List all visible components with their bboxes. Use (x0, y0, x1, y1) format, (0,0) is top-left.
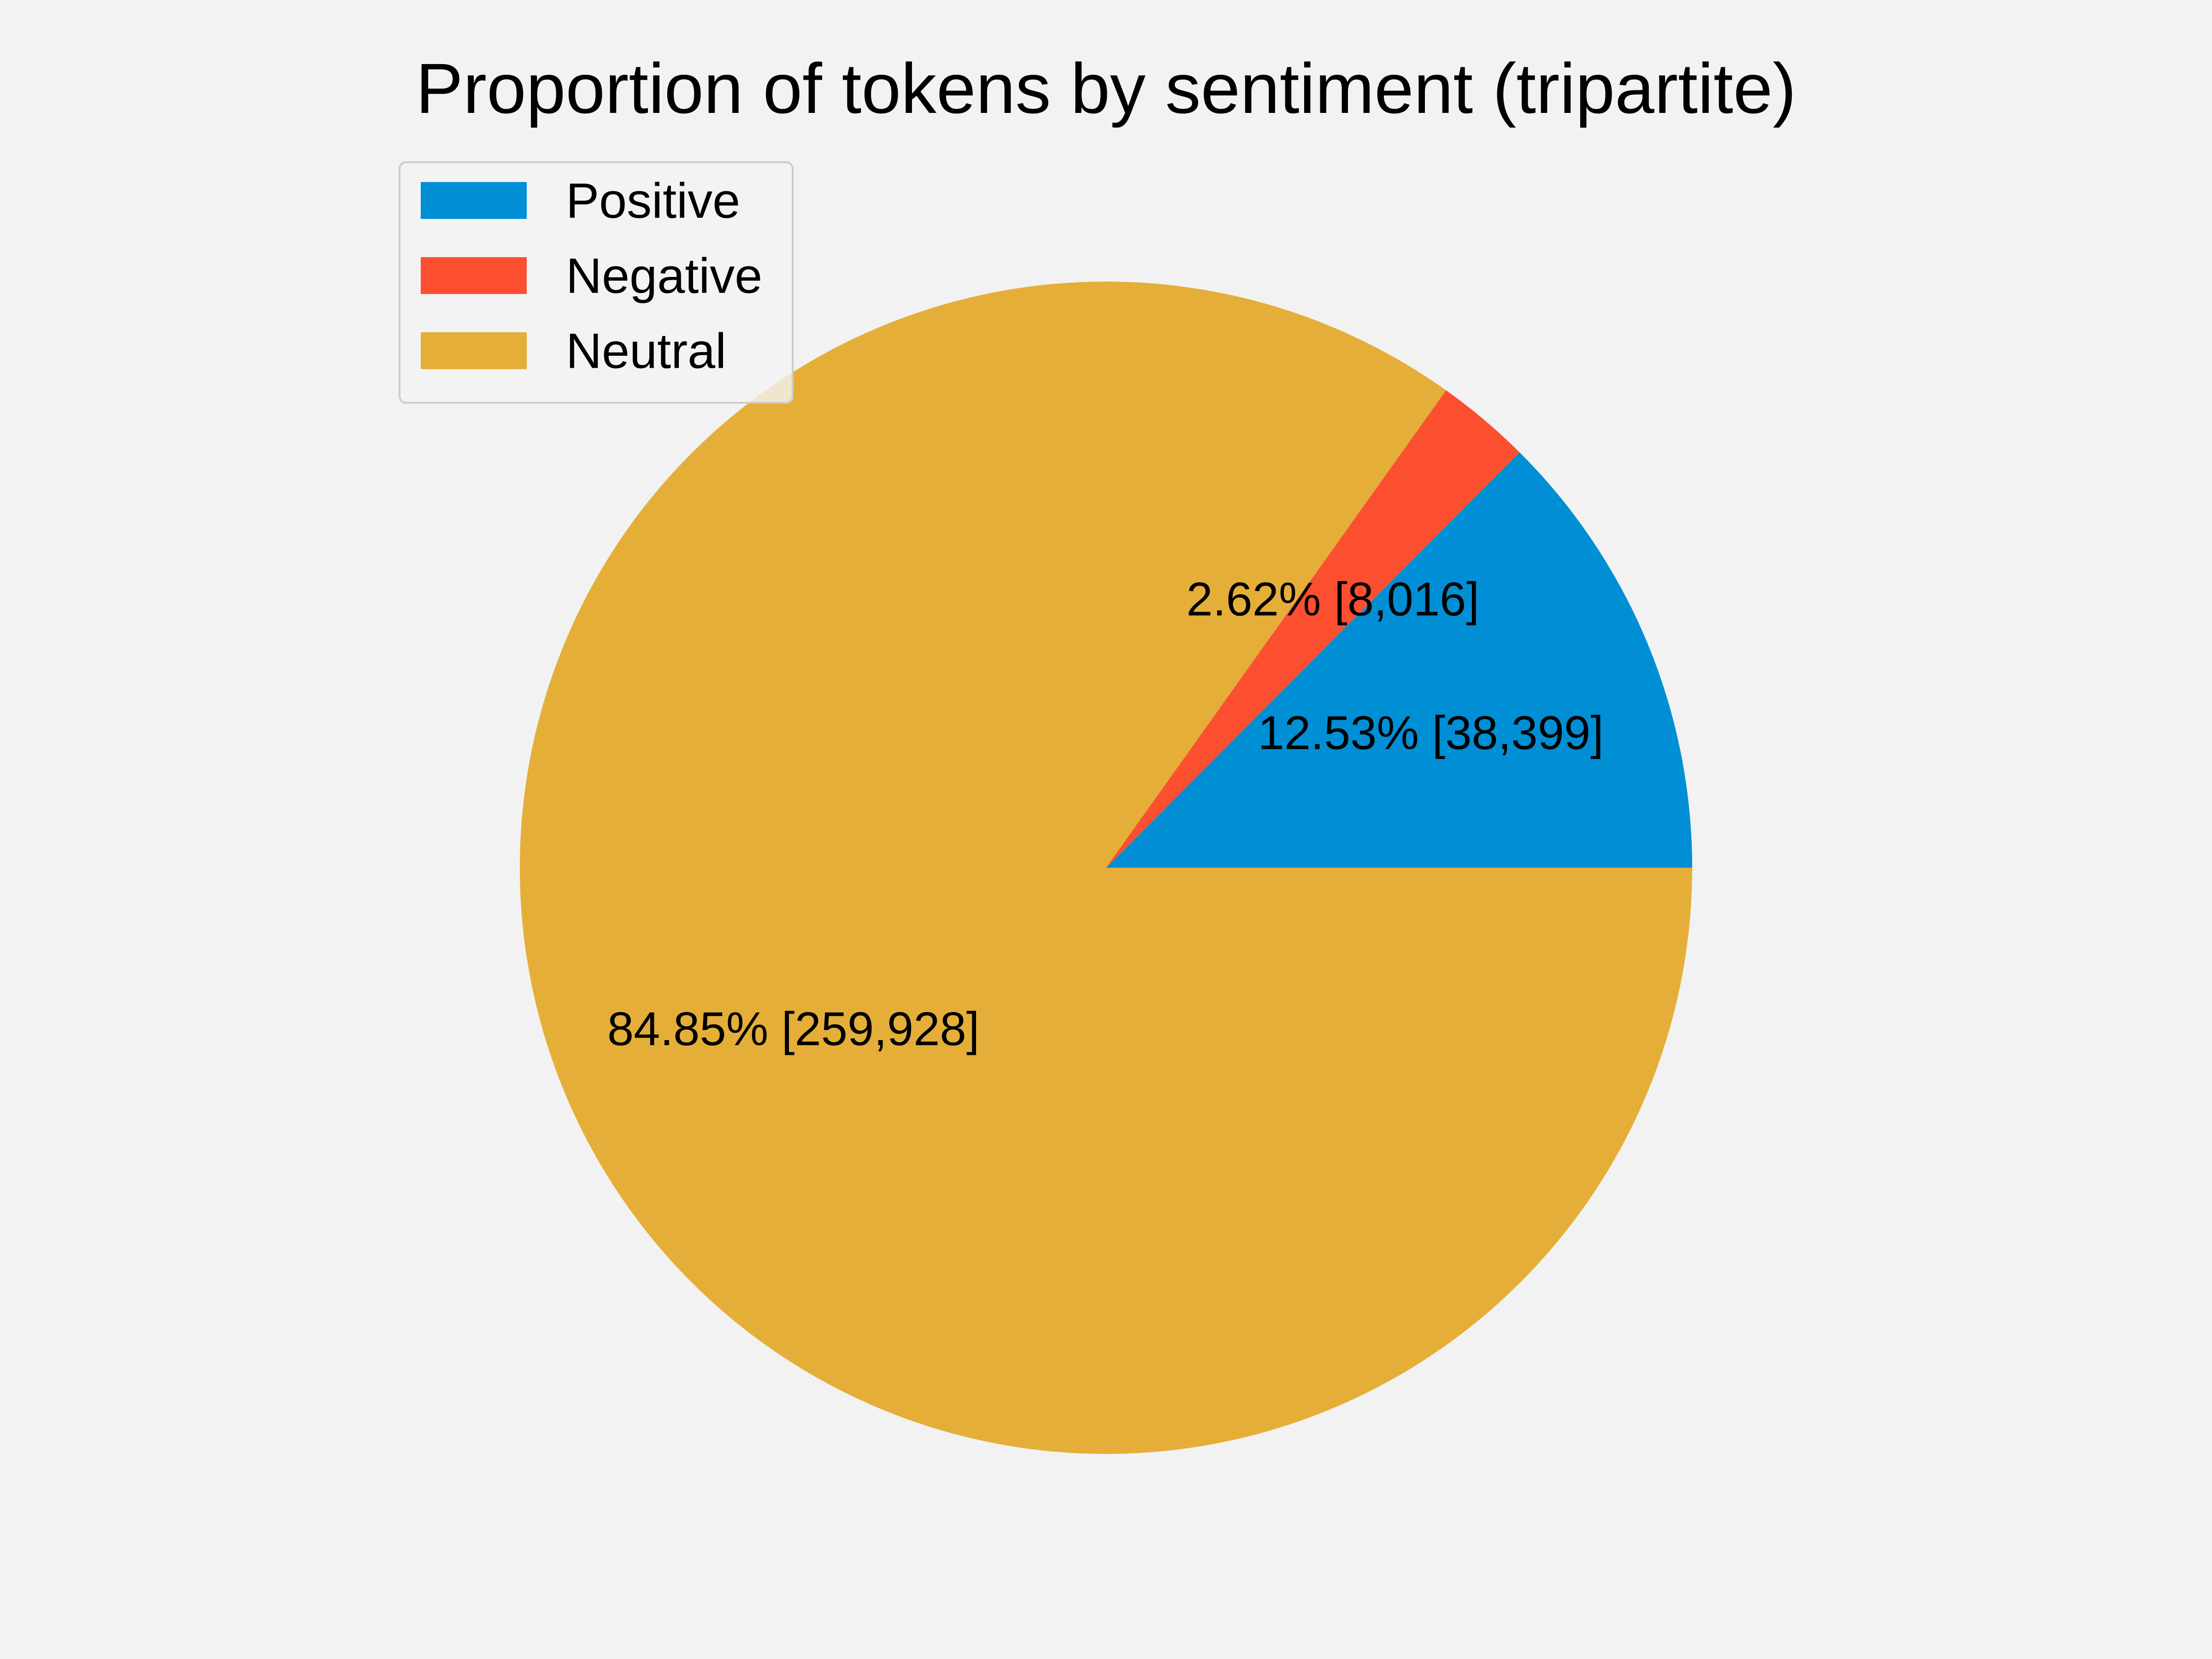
legend-swatch-neutral (421, 332, 527, 369)
chart-title: Proportion of tokens by sentiment (tripa… (416, 49, 1796, 128)
pie-slice-labels: 12.53% [38,399] 2.62% [8,016] 84.85% [259,… (607, 572, 1604, 1055)
legend-swatch-positive (421, 182, 527, 219)
legend-swatch-negative (421, 257, 527, 294)
slice-label-negative: 2.62% [8,016] (1186, 572, 1479, 625)
legend-label-negative: Negative (566, 248, 762, 304)
legend-label-neutral: Neutral (566, 323, 726, 379)
slice-label-positive: 12.53% [38,399] (1258, 706, 1604, 759)
pie-slice-positive (1106, 452, 1692, 868)
pie-slices (520, 282, 1692, 1454)
legend-label-positive: Positive (566, 173, 740, 229)
pie-slice-negative (1106, 390, 1520, 868)
pie-slice-neutral (520, 282, 1692, 1454)
legend-items: Positive Negative Neutral (421, 173, 762, 379)
slice-label-neutral: 84.85% [259,928] (607, 1002, 980, 1055)
legend: Positive Negative Neutral (399, 161, 794, 404)
